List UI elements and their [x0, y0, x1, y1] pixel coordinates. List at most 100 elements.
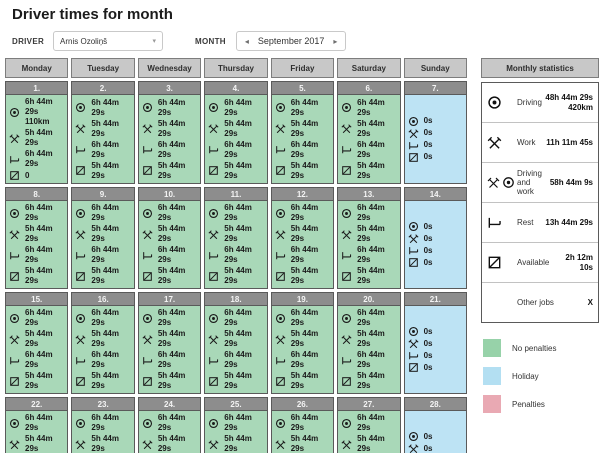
day-stat-value: 6h 44m 29s [157, 413, 186, 432]
chevron-down-icon: ▾ [152, 38, 157, 45]
day-stat-value: 6h 44m 29s [157, 350, 186, 369]
day-stat-values: 6h 44m 29s [158, 413, 197, 433]
day-stat-row: 6h 44m 29s [9, 245, 64, 265]
month-prev-icon[interactable]: ◂ [244, 36, 249, 46]
driver-select[interactable]: Arnis Ozoliņš ▾ [53, 31, 164, 51]
day-stat-values: 6h 44m 29s [91, 413, 130, 433]
day-stat-value: 5h 44m 29s [357, 224, 385, 243]
day-stat-row: 5h 44m 29s [275, 266, 330, 286]
driving-icon [9, 313, 21, 324]
day-stat-values: 6h 44m 29s [158, 308, 197, 328]
day-stat-values: 5h 44m 29s [291, 161, 330, 181]
day-number: 20. [338, 293, 400, 306]
day-stat-values: 6h 44m 29s [91, 245, 130, 265]
available-icon [275, 271, 287, 282]
rest-icon [142, 144, 154, 155]
day-stat-values: 5h 44m 29s [291, 434, 330, 453]
monthly-statistics-panel: Monthly statistics Driving 48h 44m 29s 420… [481, 58, 599, 413]
available-icon [208, 376, 220, 387]
day-stat-row: 5h 44m 29s [142, 266, 197, 286]
work-icon [408, 338, 420, 349]
day-stat-value: 0s [423, 221, 433, 231]
legend-label: No penalties [512, 343, 557, 353]
day-stat-value: 5h 44m 29s [91, 266, 119, 285]
day-stat-row: 6h 44m 29s [341, 308, 396, 328]
day-stat-row: 6h 44m 29s [75, 350, 130, 370]
day-stat-row: 5h 44m 29s [9, 434, 64, 453]
day-stat-values: 5h 44m 29s [158, 371, 197, 391]
driving-icon [208, 102, 220, 113]
day-stat-values: 5h 44m 29s [25, 224, 64, 244]
day-cell: 5. 6h 44m 29s 5h 44m 29s 6h 44m 29s 5h 44m 2… [270, 81, 335, 184]
stat-label: Rest [517, 218, 534, 227]
day-stat-values: 6h 44m 29s [357, 350, 396, 370]
day-stat-row: 5h 44m 29s [275, 119, 330, 139]
day-body: 6h 44m 29s 5h 44m 29s 6h 44m 29s 5h 44m 29s [338, 201, 400, 288]
available-icon [208, 271, 220, 282]
day-body: 6h 44m 29s 5h 44m 29s 6h 44m 29s 5h 44m 29s [72, 201, 134, 288]
day-body: 6h 44m 29s 5h 44m 29s 6h 44m 29s 5h 44m 29s [205, 306, 267, 393]
day-stat-values: 5h 44m 29s [357, 161, 396, 181]
work-icon [208, 439, 220, 450]
day-stat-values: 5h 44m 29s [25, 329, 64, 349]
work-icon [9, 334, 21, 345]
day-stat-value: 6h 44m 29s [224, 350, 252, 369]
day-stat-row: 6h 44m 29s [208, 140, 263, 160]
day-stat-row: 6h 44m 29s [9, 149, 64, 169]
driving-icon [142, 418, 154, 429]
day-stat-value: 5h 44m 29s [91, 224, 119, 243]
day-stat-row: 6h 44m 29s [341, 98, 396, 118]
day-stat-row: 5h 44m 29s [142, 224, 197, 244]
stat-label: Available [517, 258, 550, 267]
day-stat-row: 5h 44m 29s [275, 371, 330, 391]
day-number: 1. [6, 82, 68, 95]
day-cell: 10. 6h 44m 29s 5h 44m 29s 6h 44m 29s 5h 44m … [137, 187, 202, 289]
month-next-icon[interactable]: ▸ [333, 36, 338, 46]
driving-icon [142, 102, 154, 113]
day-name-saturday: Saturday [337, 58, 401, 78]
day-cell: 3. 6h 44m 29s 5h 44m 29s 6h 44m 29s 5h 44m 2… [137, 81, 202, 184]
available-icon [75, 271, 87, 282]
rest-icon [142, 355, 154, 366]
stat-row: Available 2h 12m 10s [482, 243, 598, 283]
legend: No penalties Holiday Penalties [481, 339, 599, 413]
available-icon [142, 271, 154, 282]
day-stat-row: 5h 44m 29s [142, 119, 197, 139]
legend-row: No penalties [483, 339, 599, 357]
stat-value: X [588, 298, 593, 308]
stat-value: 48h 44m 29s 420km [545, 93, 593, 113]
day-name-monday: Monday [5, 58, 69, 78]
day-stat-values: 0s [424, 116, 433, 126]
day-stat-value: 0s [423, 350, 433, 360]
day-stat-values: 6h 44m 29s [224, 245, 263, 265]
day-number: 18. [205, 293, 267, 306]
day-stat-values: 5h 44m 29s [91, 119, 130, 139]
day-name-wednesday: Wednesday [137, 58, 202, 78]
day-stat-values: 5h 44m 29s [91, 371, 130, 391]
driving-icon [341, 102, 353, 113]
day-stat-row: 5h 44m 29s [341, 161, 396, 181]
day-stat-values: 5h 44m 29s [291, 371, 330, 391]
day-cell: 6. 6h 44m 29s 5h 44m 29s 6h 44m 29s 5h 44m 2… [337, 81, 401, 184]
day-stat-values: 5h 44m 29s [25, 371, 64, 391]
driving-icon [9, 107, 21, 118]
stat-row: Work 11h 11m 45s [482, 123, 598, 163]
day-stat-row: 5h 44m 29s [341, 371, 396, 391]
day-stat-values: 5h 44m 29s [25, 434, 64, 453]
day-stat-values: 5h 44m 29s [158, 224, 197, 244]
day-stat-values: 5h 44m 29s [91, 266, 130, 286]
day-stat-values: 6h 44m 29s [224, 350, 263, 370]
day-number: 24. [138, 398, 201, 411]
day-stat-row: 0s [408, 221, 463, 232]
day-stat-row: 6h 44m 29s [142, 140, 197, 160]
day-stat-values: 6h 44m 29s [91, 140, 130, 160]
day-cell: 9. 6h 44m 29s 5h 44m 29s 6h 44m 29s 5h 44m 2… [71, 187, 135, 289]
day-number: 25. [205, 398, 267, 411]
day-stat-values: 6h 44m 29s [291, 203, 330, 223]
available-icon [487, 255, 517, 270]
day-stat-row: 5h 44m 29s [75, 329, 130, 349]
day-stat-value: 6h 44m 29s [157, 203, 186, 222]
day-number: 11. [205, 188, 267, 201]
day-stat-value: 5h 44m 29s [290, 118, 319, 138]
